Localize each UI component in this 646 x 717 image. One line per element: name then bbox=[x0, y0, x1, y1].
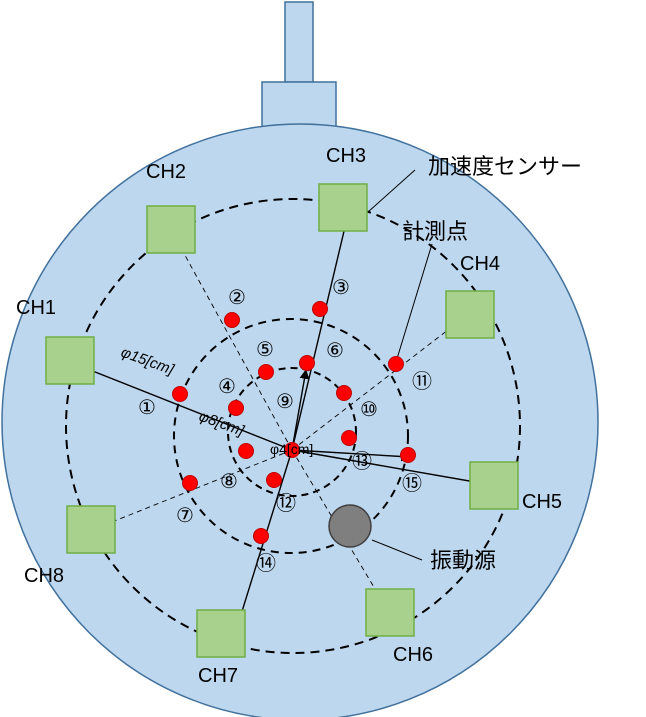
measurement-points bbox=[172, 301, 416, 544]
circle-inner-4cm bbox=[227, 367, 357, 497]
point-6 bbox=[299, 355, 315, 371]
radial-lines bbox=[91, 227, 471, 615]
sensor-ch6 bbox=[365, 588, 415, 637]
point-1 bbox=[172, 386, 188, 402]
sensor-ch4 bbox=[445, 290, 495, 339]
vibration-source bbox=[328, 504, 372, 548]
point-label-1: ① bbox=[138, 395, 156, 419]
point-3 bbox=[312, 301, 328, 317]
circle-middle-8cm bbox=[173, 318, 409, 554]
label-ch8: CH8 bbox=[24, 565, 64, 587]
sensor-annotation: 加速度センサー bbox=[428, 155, 582, 180]
label-ch5: CH5 bbox=[522, 491, 562, 513]
point-label-6: ⑥ bbox=[326, 338, 344, 362]
point-12 bbox=[266, 472, 282, 488]
point-13 bbox=[341, 430, 357, 446]
point-5 bbox=[258, 364, 274, 380]
point-7 bbox=[182, 475, 198, 491]
point-label-8: ⑧ bbox=[220, 469, 238, 493]
sensor-ch3 bbox=[318, 183, 368, 232]
mount-stem bbox=[284, 1, 314, 83]
point-9 bbox=[284, 442, 300, 458]
sensor-ch8 bbox=[66, 505, 116, 554]
plate-disc bbox=[1, 123, 599, 717]
label-ch1: CH1 bbox=[16, 297, 56, 319]
diameter-4-label: φ4[cm] bbox=[270, 441, 313, 457]
point-14 bbox=[253, 528, 269, 544]
sensors bbox=[45, 183, 519, 658]
sensor-ch5 bbox=[469, 461, 519, 510]
point-11 bbox=[388, 356, 404, 372]
label-ch4: CH4 bbox=[460, 253, 500, 275]
point-label-10: ⑩ bbox=[360, 397, 378, 421]
point-annotation: 計測点 bbox=[402, 220, 468, 245]
point-label-12: ⑫ bbox=[276, 491, 296, 515]
leader-lines bbox=[367, 169, 433, 561]
point-label-15: ⑮ bbox=[402, 471, 422, 495]
label-ch3: CH3 bbox=[326, 145, 366, 167]
label-ch2: CH2 bbox=[146, 161, 186, 183]
point-label-5: ⑤ bbox=[256, 337, 274, 361]
point-10 bbox=[336, 385, 352, 401]
point-label-13: ⑬ bbox=[352, 449, 372, 473]
circle-outer-15cm bbox=[65, 198, 521, 654]
point-label-9: ⑨ bbox=[276, 389, 294, 413]
point-4 bbox=[228, 400, 244, 416]
point-2 bbox=[224, 312, 240, 328]
source-annotation: 振動源 bbox=[430, 549, 496, 574]
point-label-3: ③ bbox=[332, 275, 350, 299]
point-label-7: ⑦ bbox=[176, 503, 194, 527]
point-label-11: ⑪ bbox=[412, 369, 432, 393]
sensor-ch1 bbox=[45, 336, 95, 385]
point-8 bbox=[238, 443, 254, 459]
label-ch7: CH7 bbox=[198, 665, 238, 687]
sensor-ch2 bbox=[146, 205, 196, 254]
point-label-14: ⑭ bbox=[256, 551, 276, 575]
point-15 bbox=[400, 447, 416, 463]
point-label-4: ④ bbox=[218, 374, 236, 398]
mount-block bbox=[261, 81, 337, 131]
sensor-ch7 bbox=[196, 609, 246, 658]
point-label-2: ② bbox=[228, 285, 246, 309]
label-ch6: CH6 bbox=[393, 644, 433, 666]
